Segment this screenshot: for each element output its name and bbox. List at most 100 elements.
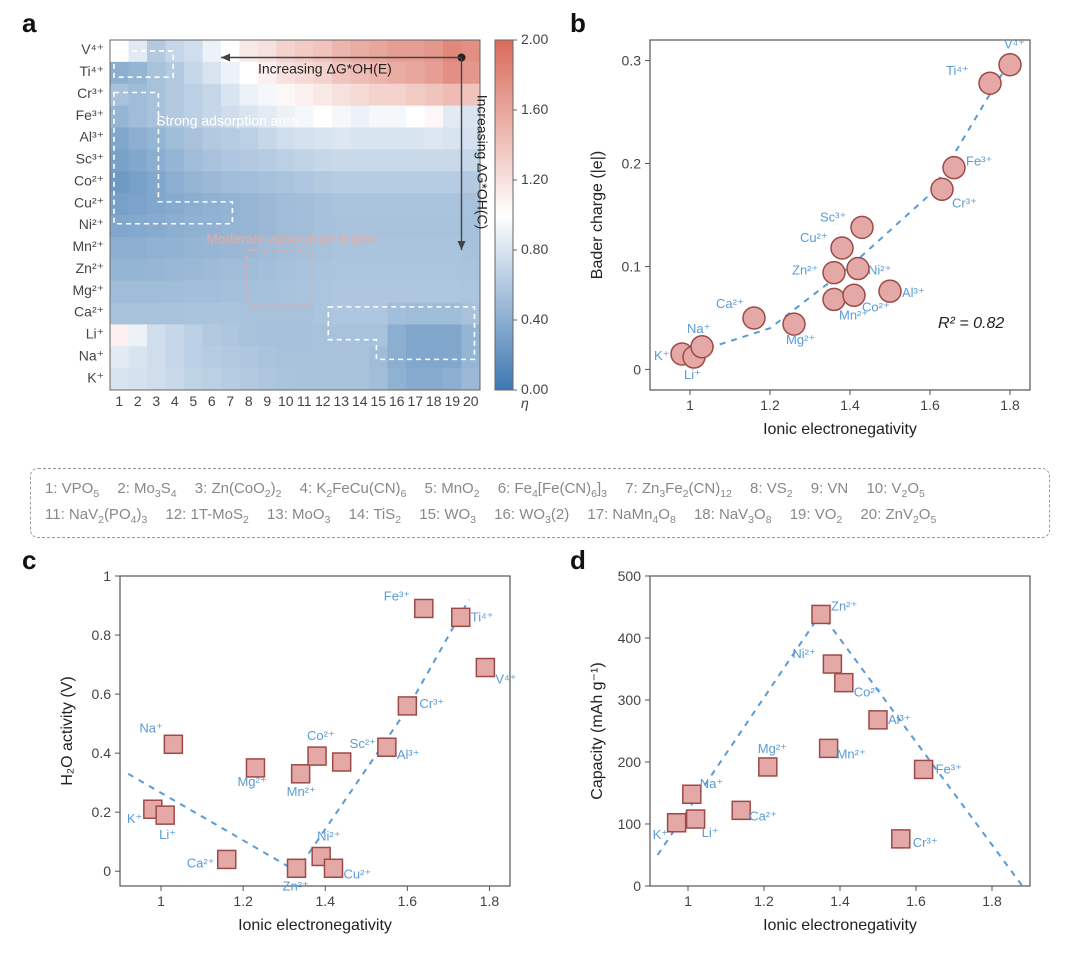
svg-text:Zn²⁺: Zn²⁺ [76, 260, 104, 276]
svg-text:Fe³⁺: Fe³⁺ [966, 154, 992, 169]
svg-text:1.60: 1.60 [521, 101, 548, 117]
svg-text:Al³⁺: Al³⁺ [397, 747, 420, 762]
svg-text:Li⁺: Li⁺ [684, 367, 701, 382]
panel-b-scatter: 11.21.41.61.800.10.20.3Ionic electronega… [580, 20, 1060, 450]
svg-text:K⁺: K⁺ [653, 827, 669, 842]
svg-text:3: 3 [152, 393, 160, 409]
svg-text:300: 300 [618, 692, 642, 708]
svg-text:0.2: 0.2 [622, 156, 642, 172]
svg-text:K⁺: K⁺ [654, 348, 670, 363]
svg-text:1.4: 1.4 [316, 893, 336, 909]
svg-text:Ionic electronegativity: Ionic electronegativity [763, 421, 917, 438]
svg-text:11: 11 [297, 393, 312, 409]
svg-text:16: 16 [389, 393, 405, 409]
svg-text:Ni²⁺: Ni²⁺ [317, 828, 340, 843]
svg-text:20: 20 [463, 393, 479, 409]
svg-text:1.6: 1.6 [920, 397, 940, 413]
svg-text:Ti⁴⁺: Ti⁴⁺ [471, 609, 494, 624]
svg-text:Zn²⁺: Zn²⁺ [831, 598, 857, 613]
svg-text:1.4: 1.4 [830, 893, 850, 909]
svg-text:K⁺: K⁺ [127, 811, 143, 826]
svg-text:Al³⁺: Al³⁺ [902, 285, 925, 300]
svg-text:0: 0 [103, 863, 111, 879]
svg-text:500: 500 [618, 568, 642, 584]
svg-text:1.20: 1.20 [521, 171, 548, 187]
svg-text:0.3: 0.3 [622, 53, 642, 69]
svg-text:0.4: 0.4 [92, 745, 112, 761]
svg-text:Sc³⁺: Sc³⁺ [76, 151, 104, 167]
svg-text:η: η [521, 395, 529, 411]
svg-text:Mn²⁺: Mn²⁺ [287, 784, 316, 799]
svg-text:Li⁺: Li⁺ [86, 326, 104, 342]
svg-text:Na⁺: Na⁺ [79, 347, 104, 363]
svg-text:Fe³⁺: Fe³⁺ [384, 588, 410, 603]
svg-text:0.6: 0.6 [92, 686, 112, 702]
svg-text:1.2: 1.2 [754, 893, 774, 909]
svg-text:1.2: 1.2 [760, 397, 780, 413]
svg-text:0.8: 0.8 [92, 627, 112, 643]
svg-text:9: 9 [263, 393, 271, 409]
svg-text:13: 13 [333, 393, 349, 409]
svg-text:10: 10 [278, 393, 294, 409]
svg-text:Mn²⁺: Mn²⁺ [73, 238, 105, 254]
svg-text:Bader charge (|e|): Bader charge (|e|) [589, 151, 606, 279]
svg-text:17: 17 [407, 393, 423, 409]
svg-text:Mg²⁺: Mg²⁺ [73, 282, 105, 298]
svg-text:K⁺: K⁺ [87, 369, 104, 385]
svg-text:Ni²⁺: Ni²⁺ [868, 263, 891, 278]
svg-text:1.8: 1.8 [1000, 397, 1020, 413]
svg-text:Increasing ΔG*OH(E): Increasing ΔG*OH(E) [258, 61, 392, 77]
svg-text:Ti⁴⁺: Ti⁴⁺ [79, 63, 104, 79]
svg-text:Na⁺: Na⁺ [687, 321, 710, 336]
svg-text:Increasing ΔG*OH(C): Increasing ΔG*OH(C) [475, 95, 491, 230]
svg-text:H₂O activity (V): H₂O activity (V) [59, 676, 76, 785]
svg-text:Ti⁴⁺: Ti⁴⁺ [946, 63, 969, 78]
svg-text:Zn²⁺: Zn²⁺ [283, 878, 309, 893]
svg-text:4: 4 [171, 393, 179, 409]
svg-text:0.2: 0.2 [92, 804, 112, 820]
material-legend: 1: VPO5 2: Mo3S4 3: Zn(CoO2)2 4: K2FeCu(… [30, 468, 1050, 538]
svg-text:Zn²⁺: Zn²⁺ [792, 263, 818, 278]
svg-text:Cr³⁺: Cr³⁺ [913, 835, 938, 850]
figure-root: { "layout":{"width":1080,"height":955,"b… [0, 0, 1080, 955]
svg-text:Co²⁺: Co²⁺ [854, 685, 882, 700]
svg-text:Co²⁺: Co²⁺ [307, 728, 335, 743]
svg-text:Mg²⁺: Mg²⁺ [758, 741, 787, 756]
svg-text:200: 200 [618, 754, 642, 770]
svg-text:Ni²⁺: Ni²⁺ [79, 216, 104, 232]
svg-text:R² = 0.82: R² = 0.82 [938, 315, 1004, 332]
panel-d-scatter: 11.21.41.61.80100200300400500Ionic elect… [580, 558, 1060, 948]
svg-text:Mg²⁺: Mg²⁺ [786, 332, 815, 347]
svg-text:100: 100 [618, 816, 642, 832]
svg-text:Ca²⁺: Ca²⁺ [187, 855, 215, 870]
svg-text:Li⁺: Li⁺ [702, 825, 719, 840]
svg-text:1: 1 [686, 397, 694, 413]
svg-text:0.80: 0.80 [521, 241, 548, 257]
svg-text:Strong adsorption area: Strong adsorption area [156, 112, 299, 128]
svg-text:1.2: 1.2 [233, 893, 253, 909]
svg-text:12: 12 [315, 393, 331, 409]
svg-text:Na⁺: Na⁺ [700, 776, 723, 791]
svg-text:Mg²⁺: Mg²⁺ [237, 774, 266, 789]
svg-text:7: 7 [226, 393, 234, 409]
svg-text:Ionic electronegativity: Ionic electronegativity [763, 917, 917, 934]
svg-text:Cu²⁺: Cu²⁺ [800, 230, 828, 245]
svg-text:Cu²⁺: Cu²⁺ [74, 194, 104, 210]
svg-text:2: 2 [134, 393, 142, 409]
svg-text:Fe³⁺: Fe³⁺ [76, 107, 104, 123]
svg-text:0.1: 0.1 [622, 258, 642, 274]
svg-text:Li⁺: Li⁺ [159, 827, 176, 842]
svg-text:V⁴⁺: V⁴⁺ [495, 672, 516, 687]
svg-text:1.6: 1.6 [398, 893, 418, 909]
svg-text:400: 400 [618, 630, 642, 646]
svg-text:Co²⁺: Co²⁺ [74, 172, 104, 188]
svg-text:0.40: 0.40 [521, 311, 548, 327]
svg-text:Mn²⁺: Mn²⁺ [837, 746, 866, 761]
svg-text:Sc²⁺: Sc²⁺ [350, 736, 376, 751]
svg-text:Ni²⁺: Ni²⁺ [792, 646, 815, 661]
svg-text:0: 0 [633, 878, 641, 894]
svg-text:1.8: 1.8 [480, 893, 500, 909]
svg-text:1: 1 [103, 568, 111, 584]
svg-text:Moderate adsorption region: Moderate adsorption region [206, 230, 377, 246]
svg-text:Ca²⁺: Ca²⁺ [74, 304, 104, 320]
